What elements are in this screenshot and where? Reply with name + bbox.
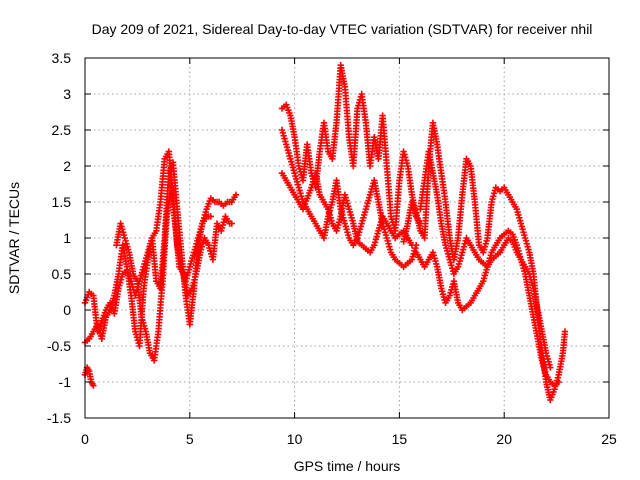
y-tick-label: 2 [63, 158, 71, 174]
y-tick-label: 1 [63, 230, 71, 246]
y-tick-label: 3 [63, 86, 71, 102]
data-point [232, 191, 240, 198]
x-tick-label: 0 [81, 431, 89, 447]
y-tick-label: 2.5 [52, 122, 72, 138]
y-tick-label: 3.5 [52, 50, 72, 66]
x-axis-label: GPS time / hours [294, 458, 401, 474]
y-tick-label: 0 [63, 302, 71, 318]
data-point [555, 378, 562, 386]
y-tick-label: 1.5 [52, 194, 72, 210]
data-point [547, 364, 554, 371]
x-tick-label: 5 [186, 431, 194, 447]
data-point [228, 220, 235, 227]
data-point [90, 382, 97, 389]
x-tick-label: 25 [601, 431, 617, 447]
x-axis-ticks: 0 5 10 15 20 25 [81, 58, 617, 447]
y-tick-label: -0.5 [47, 338, 71, 354]
y-axis-label: SDTVAR / TECUs [6, 182, 22, 294]
data-points [81, 62, 569, 404]
data-point [561, 328, 569, 335]
data-point [408, 242, 416, 249]
y-tick-label: 0.5 [52, 266, 72, 282]
x-tick-label: 15 [392, 431, 408, 447]
data-point [207, 213, 214, 220]
x-tick-label: 20 [496, 431, 512, 447]
y-axis-ticks: -1.5 -1 -0.5 0 0.5 1 1.5 2 2.5 3 3.5 [47, 50, 609, 426]
y-tick-label: -1 [59, 374, 72, 390]
chart-title: Day 209 of 2021, Sidereal Day-to-day VTE… [92, 21, 593, 37]
x-tick-label: 10 [287, 431, 303, 447]
y-tick-label: -1.5 [47, 410, 71, 426]
